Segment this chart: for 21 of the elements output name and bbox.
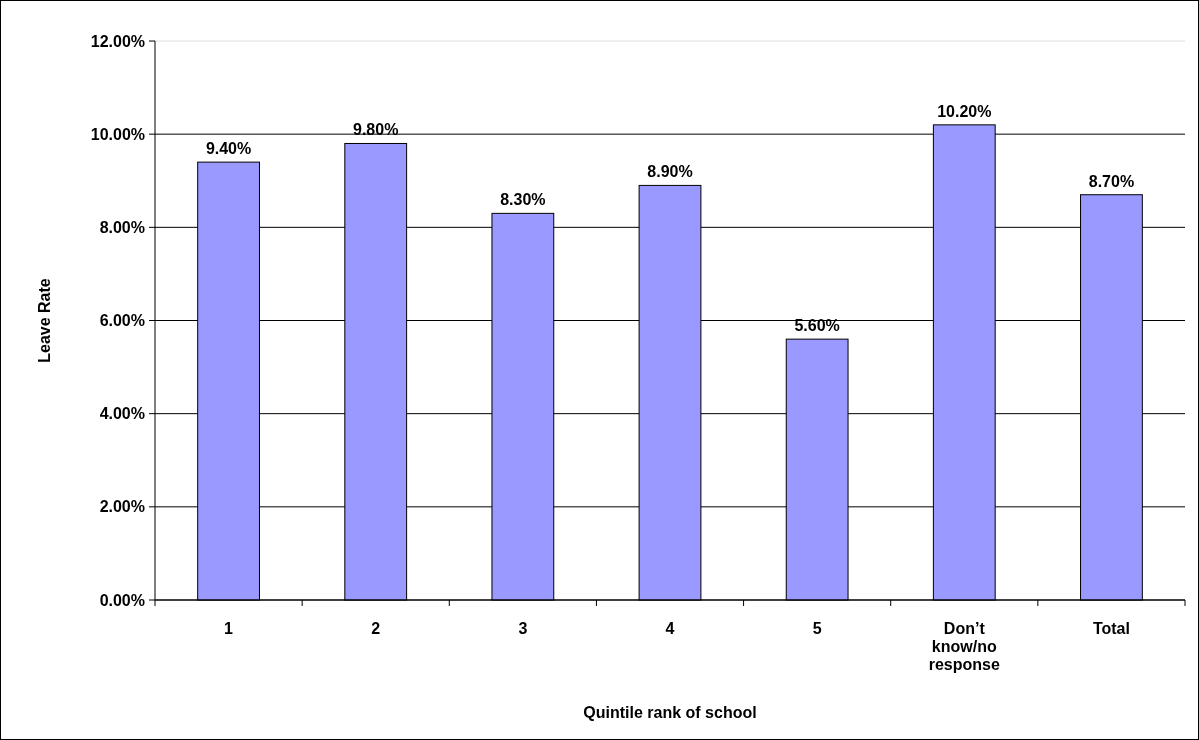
x-axis-title: Quintile rank of school (583, 704, 757, 721)
y-tick-label: 0.00% (99, 591, 145, 609)
y-tick-label: 10.00% (90, 125, 145, 143)
x-tick-label: Don’t know/no response (928, 620, 1000, 673)
y-tick-label: 2.00% (99, 498, 145, 516)
x-tick-label: Total (1092, 620, 1130, 637)
x-tick-label: 3 (518, 620, 528, 637)
data-label: 10.20% (937, 102, 992, 120)
y-tick-label: 8.00% (99, 218, 145, 236)
data-label: 9.40% (205, 140, 252, 158)
y-tick-label: 6.00% (99, 312, 145, 330)
y-tick-label: 12.00% (90, 32, 145, 50)
x-tick-label: 2 (371, 620, 381, 637)
data-label: 8.90% (647, 163, 693, 181)
y-axis-title: Leave Rate (36, 278, 53, 363)
y-tick-label: 4.00% (99, 405, 145, 423)
x-tick-label: 5 (812, 620, 822, 637)
data-label: 8.30% (500, 191, 546, 209)
data-label: 8.70% (1088, 172, 1135, 190)
x-tick-label: 4 (665, 620, 675, 637)
x-tick-label: 1 (224, 620, 234, 637)
